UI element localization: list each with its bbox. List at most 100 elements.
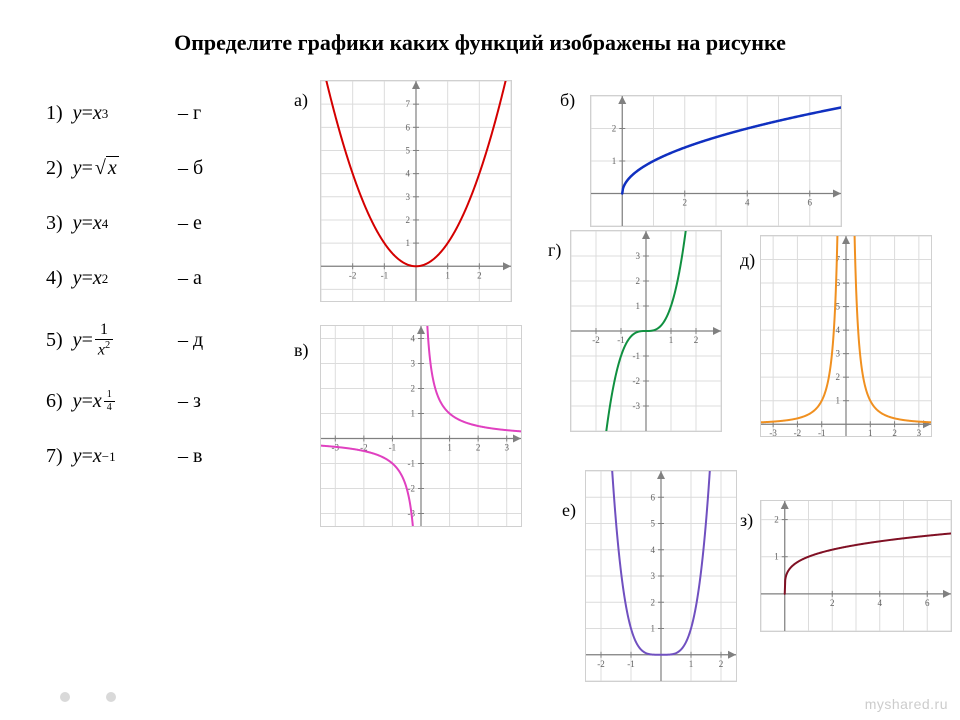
- svg-text:5: 5: [406, 145, 411, 155]
- svg-text:-1: -1: [408, 459, 416, 469]
- chart-label-d: д): [740, 250, 755, 271]
- page-title: Определите графики каких функций изображ…: [0, 30, 960, 56]
- chart-e: -2 -1 1 2 1 2 3 4 5 6: [585, 470, 737, 682]
- formula-row: 5) y = 1x2 – д: [40, 320, 260, 360]
- chart-label-v: в): [294, 340, 309, 361]
- svg-text:2: 2: [612, 124, 617, 134]
- svg-text:-2: -2: [597, 659, 605, 669]
- svg-text:-3: -3: [633, 401, 641, 411]
- chart-z: 2 4 6 1 2: [760, 500, 952, 632]
- bullet-dot: [106, 692, 116, 702]
- formula-expr: 3) y = x4: [40, 210, 162, 237]
- chart-v: -3-2-1123-3-2-11234: [320, 325, 522, 527]
- svg-text:5: 5: [651, 519, 656, 529]
- svg-text:6: 6: [925, 598, 930, 608]
- svg-text:3: 3: [406, 192, 411, 202]
- svg-text:-1: -1: [627, 659, 635, 669]
- svg-text:1: 1: [445, 270, 450, 280]
- formula-answer: – в: [178, 445, 202, 468]
- svg-text:3: 3: [651, 571, 656, 581]
- formula-answer: – г: [178, 102, 201, 125]
- chart-label-z: з): [740, 510, 753, 531]
- svg-text:4: 4: [836, 325, 841, 335]
- svg-text:2: 2: [719, 659, 724, 669]
- svg-text:1: 1: [669, 335, 674, 345]
- formula-row: 6) y = x14 – з: [40, 388, 260, 415]
- svg-text:-1: -1: [617, 335, 625, 345]
- svg-text:7: 7: [406, 99, 411, 109]
- svg-text:6: 6: [651, 492, 656, 502]
- svg-text:4: 4: [878, 598, 883, 608]
- svg-text:3: 3: [636, 251, 641, 261]
- chart-label-e: е): [562, 500, 576, 521]
- formula-row: 4) y = x2 – а: [40, 265, 260, 292]
- formula-answer: – з: [178, 390, 201, 413]
- formula-row: 7) y = x−1 – в: [40, 443, 260, 470]
- svg-text:1: 1: [689, 659, 694, 669]
- chart-a: -2-1121234567: [320, 80, 512, 302]
- formula-expr: 5) y = 1x2: [40, 320, 162, 360]
- formula-expr: 1) y = x3: [40, 100, 162, 127]
- formula-answer: – е: [178, 212, 202, 235]
- chart-g: -2 -1 1 2 -3 -2 -1 1 2 3: [570, 230, 722, 432]
- chart-label-g: г): [548, 240, 561, 261]
- svg-text:1: 1: [447, 443, 452, 453]
- svg-text:2: 2: [830, 598, 835, 608]
- svg-text:4: 4: [411, 334, 416, 344]
- formula-row: 1) y = x3 – г: [40, 100, 260, 127]
- svg-text:1: 1: [612, 156, 617, 166]
- svg-text:2: 2: [651, 597, 656, 607]
- formula-row: 3) y = x4 – е: [40, 210, 260, 237]
- svg-text:3: 3: [917, 428, 922, 436]
- svg-text:-2: -2: [349, 270, 357, 280]
- chart-label-a: а): [294, 90, 308, 111]
- svg-text:6: 6: [808, 198, 813, 208]
- svg-text:2: 2: [774, 515, 779, 525]
- svg-text:1: 1: [868, 428, 873, 436]
- svg-text:1: 1: [411, 409, 416, 419]
- svg-text:6: 6: [406, 122, 411, 132]
- svg-text:2: 2: [477, 270, 482, 280]
- bullet-dot: [60, 692, 70, 702]
- svg-text:-2: -2: [633, 376, 641, 386]
- formula-expr: 4) y = x2: [40, 265, 162, 292]
- svg-text:-1: -1: [381, 270, 389, 280]
- svg-text:2: 2: [636, 276, 641, 286]
- slide-bullets: [60, 692, 116, 702]
- svg-text:3: 3: [836, 349, 841, 359]
- chart-b: 2 4 6 1 2: [590, 95, 842, 227]
- svg-text:2: 2: [406, 215, 411, 225]
- formula-list: 1) y = x3 – г 2) y = x – б 3) y = x4 – е 4) y …: [40, 100, 260, 498]
- svg-text:4: 4: [651, 545, 656, 555]
- svg-text:2: 2: [476, 443, 481, 453]
- svg-text:2: 2: [892, 428, 897, 436]
- svg-text:1: 1: [406, 238, 411, 248]
- svg-text:1: 1: [836, 396, 841, 406]
- formula-expr: 6) y = x14: [40, 388, 162, 415]
- svg-text:1: 1: [651, 624, 656, 634]
- formula-row: 2) y = x – б: [40, 155, 260, 182]
- formula-answer: – б: [178, 157, 203, 180]
- svg-text:1: 1: [636, 301, 641, 311]
- svg-text:-3: -3: [769, 428, 777, 436]
- formula-answer: – д: [178, 329, 203, 352]
- chart-label-b: б): [560, 90, 575, 111]
- svg-text:1: 1: [774, 552, 779, 562]
- formula-answer: – а: [178, 267, 202, 290]
- svg-text:-1: -1: [633, 351, 641, 361]
- formula-expr: 7) y = x−1: [40, 443, 162, 470]
- svg-text:2: 2: [694, 335, 699, 345]
- svg-text:-2: -2: [794, 428, 802, 436]
- svg-text:3: 3: [504, 443, 509, 453]
- svg-text:3: 3: [411, 359, 416, 369]
- svg-text:-1: -1: [818, 428, 826, 436]
- svg-text:4: 4: [745, 198, 750, 208]
- formula-expr: 2) y = x: [40, 155, 162, 182]
- watermark: myshared.ru: [865, 696, 948, 712]
- svg-text:2: 2: [836, 372, 841, 382]
- chart-d: -3-2-11231234567: [760, 235, 932, 437]
- svg-text:-2: -2: [592, 335, 600, 345]
- svg-text:-1: -1: [389, 443, 397, 453]
- svg-text:2: 2: [683, 198, 688, 208]
- svg-text:2: 2: [411, 384, 416, 394]
